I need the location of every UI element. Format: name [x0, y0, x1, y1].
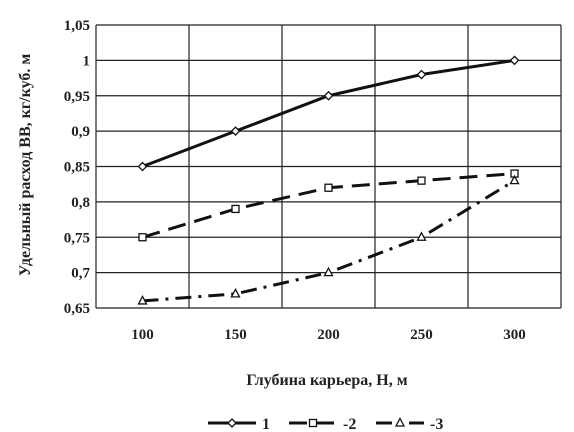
data-point [417, 176, 426, 185]
legend-item-3: -3 [376, 416, 443, 432]
y-tick-label: 0,7 [71, 266, 90, 282]
data-point [324, 183, 333, 192]
data-point [231, 204, 240, 214]
series-2 [138, 169, 519, 242]
y-axis-title: Удельный расход ВВ, кг/куб. м [17, 54, 34, 277]
data-point [509, 174, 520, 185]
y-tick-label: 1 [83, 53, 91, 69]
data-point [138, 233, 147, 242]
data-point [509, 55, 520, 66]
legend-label: 1 [262, 416, 270, 432]
x-tick-label: 200 [317, 327, 340, 343]
data-point [416, 69, 427, 80]
series-3 [137, 174, 520, 305]
data-point [230, 126, 241, 137]
legend-marker [308, 418, 318, 428]
chart-grid [95, 24, 562, 309]
legend-label: -2 [343, 416, 356, 432]
legend-label: -3 [430, 416, 443, 432]
y-tick-label: 0,95 [64, 89, 90, 105]
legend-item-1: 1 [208, 416, 270, 432]
data-point [323, 90, 334, 101]
x-tick-label: 300 [503, 327, 526, 343]
x-tick-label: 100 [131, 327, 154, 343]
data-point [230, 287, 241, 298]
data-point [323, 266, 334, 277]
series-1 [137, 55, 520, 172]
series-line-3 [142, 179, 516, 303]
y-tick-label: 0,75 [64, 230, 90, 246]
legend-marker [227, 418, 237, 428]
chart-legend: 1 -2 -3 [208, 416, 443, 432]
series-line-2 [142, 172, 515, 239]
data-point [137, 295, 148, 305]
y-tick-label: 0,65 [64, 301, 90, 317]
x-tick-label: 150 [224, 327, 247, 343]
data-point [137, 161, 148, 172]
chart-ticks: 0,65 0,7 0,75 0,8 0,85 0,9 0,95 1 1,05 100 150 200 2… [64, 18, 526, 343]
data-point [416, 231, 427, 241]
y-tick-label: 0,85 [64, 160, 90, 176]
y-tick-label: 0,9 [71, 124, 90, 140]
x-tick-label: 250 [410, 327, 433, 343]
legend-item-2: -2 [289, 416, 356, 432]
y-tick-label: 0,8 [71, 195, 90, 211]
x-axis-title: Глубина карьера, Н, м [246, 372, 407, 389]
series-line-1 [141, 58, 515, 168]
legend-marker [394, 417, 406, 427]
y-tick-label: 1,05 [64, 18, 90, 34]
chart-series [137, 55, 520, 305]
